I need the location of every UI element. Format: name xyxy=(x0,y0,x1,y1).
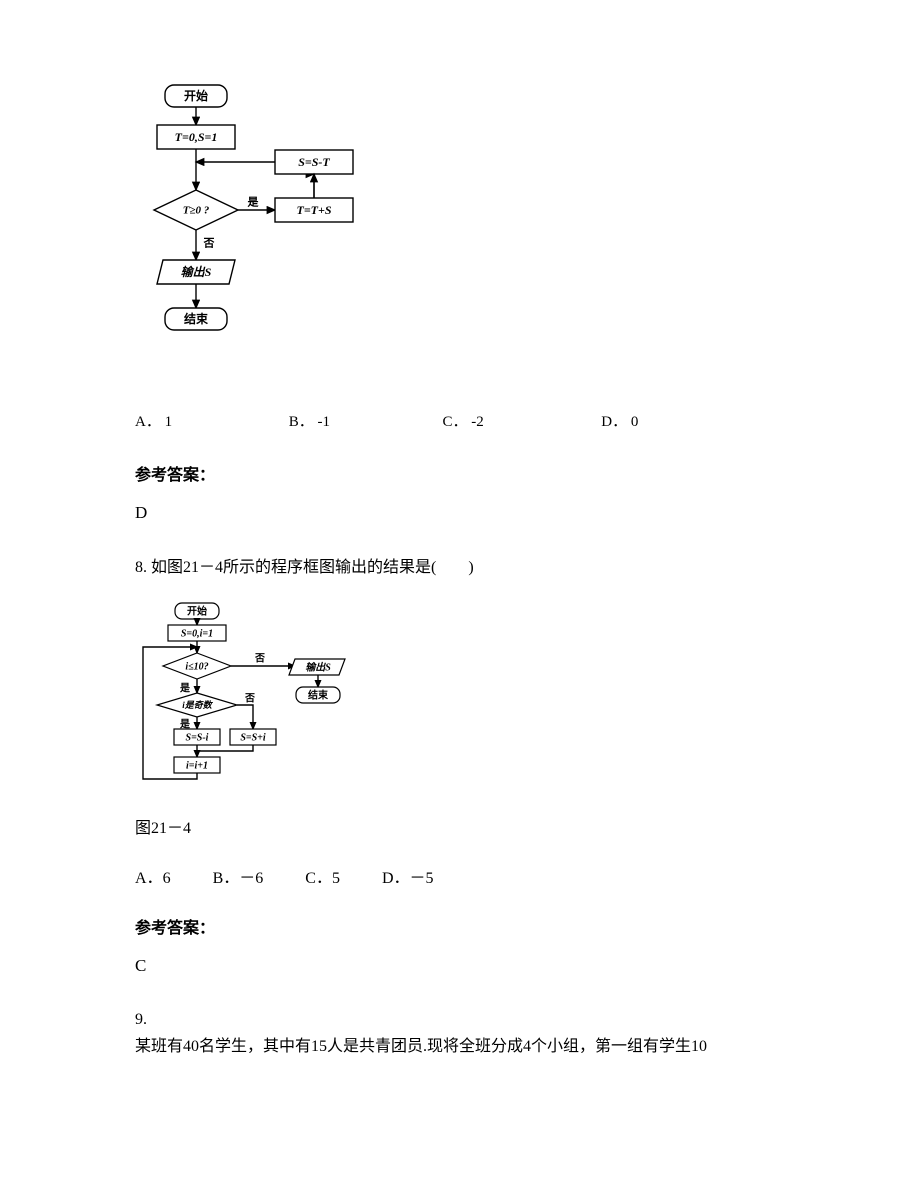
q7-b-value: -1 xyxy=(318,414,331,430)
fc2-no: 否 xyxy=(254,652,265,664)
q9-text: 9. 某班有40名学生，其中有15人是共青团员.现将全班分成4个小组，第一组有学… xyxy=(135,1006,800,1060)
q8-d-value: －5 xyxy=(410,870,434,887)
fc2-yes1: 是 xyxy=(179,682,190,694)
fc1-init: T=0,S=1 xyxy=(175,130,218,144)
q8-text: 8. 如图21－4所示的程序框图输出的结果是( ) xyxy=(135,553,800,577)
q7-answer: D xyxy=(135,503,800,523)
q9-number: 9. xyxy=(135,1011,147,1028)
q8-body: 如图21－4所示的程序框图输出的结果是( ) xyxy=(151,559,474,576)
q7-b-label: B． xyxy=(289,414,314,430)
fc2-start: 开始 xyxy=(187,604,207,617)
q8-c-label: C． xyxy=(305,870,332,887)
fc2-end: 结束 xyxy=(308,688,329,701)
fc2-inc: i=i+1 xyxy=(186,760,208,771)
q8-b-value: －6 xyxy=(239,870,263,887)
q8-b-label: B． xyxy=(213,870,240,887)
q8-answer: C xyxy=(135,956,800,976)
flowchart-q8: 开始 S=0,i=1 i≤10? 否 输出S 结束 是 i是奇数 否 xyxy=(135,601,800,796)
fc2-cond1: i≤10? xyxy=(185,661,208,672)
q8-ref-answer-label: 参考答案： xyxy=(135,914,800,938)
fc1-out: 输出S xyxy=(181,265,212,279)
fc1-cond: T≥0 ? xyxy=(183,205,210,217)
q7-c-value: -2 xyxy=(471,414,484,430)
fc1-start: 开始 xyxy=(184,88,208,103)
q8-number: 8. xyxy=(135,559,151,576)
q8-d-label: D． xyxy=(382,870,410,887)
fc2-out: 输出S xyxy=(305,661,331,673)
fc1-no: 否 xyxy=(203,237,215,250)
q7-c-label: C． xyxy=(443,414,468,430)
q7-d-value: 0 xyxy=(631,414,639,430)
q8-c-value: 5 xyxy=(332,870,340,887)
q8-a-label: A． xyxy=(135,870,163,887)
q7-a-label: A． xyxy=(135,414,161,430)
flowchart-q7: 开始 T=0,S=1 T≥0 ? 是 T=T+S S=S-T xyxy=(135,80,800,380)
q8-a-value: 6 xyxy=(163,870,171,887)
fc2-opadd: S=S+i xyxy=(240,732,266,743)
q9-body: 某班有40名学生，其中有15人是共青团员.现将全班分成4个小组，第一组有学生10 xyxy=(135,1038,707,1055)
q7-a-value: 1 xyxy=(165,414,173,430)
fc2-no2: 否 xyxy=(244,692,255,704)
fig-caption: 图21－4 xyxy=(135,814,800,838)
fc2-cond2: i是奇数 xyxy=(182,700,214,710)
q7-options: A． 1 B． -1 C． -2 D． 0 xyxy=(135,410,800,431)
q7-ref-answer-label: 参考答案： xyxy=(135,461,800,485)
fc1-end: 结束 xyxy=(184,311,209,326)
fc1-op2: S=S-T xyxy=(298,155,330,169)
fc1-op1: T=T+S xyxy=(296,203,331,217)
q7-d-label: D． xyxy=(601,414,627,430)
fc2-opsub: S=S-i xyxy=(186,732,209,743)
fc1-yes: 是 xyxy=(247,196,260,209)
q8-options: A．6 B．－6 C．5 D．－5 xyxy=(135,864,800,888)
fc2-init: S=0,i=1 xyxy=(181,628,213,639)
